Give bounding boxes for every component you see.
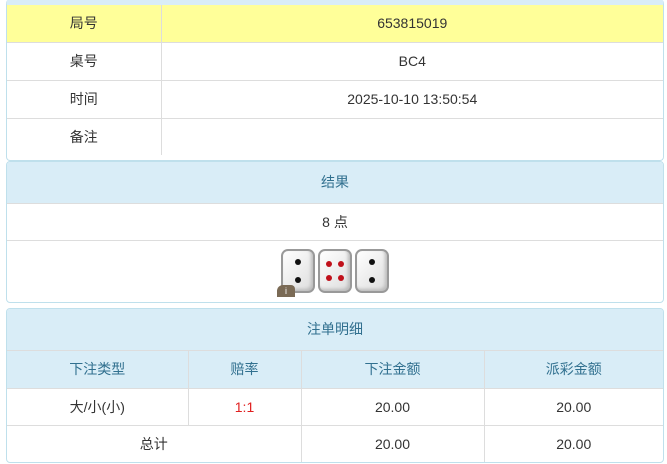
round-number-row: 局号 653815019 <box>7 5 663 43</box>
remark <box>160 117 663 155</box>
column-headers: 下注类型 赔率 下注金额 派彩金额 <box>7 349 663 389</box>
bet-amount: 20.00 <box>300 387 485 426</box>
total-payout: 20.00 <box>483 424 663 462</box>
die-pip <box>326 261 332 268</box>
die-pip <box>326 275 332 282</box>
die-pip <box>338 275 344 282</box>
label: 备注 <box>7 117 162 155</box>
header-odds: 赔率 <box>187 349 302 389</box>
info-icon[interactable]: i <box>277 285 295 298</box>
die-pip <box>295 277 301 284</box>
label: 桌号 <box>7 41 162 81</box>
dice-cell: i <box>7 239 663 302</box>
table-number: BC4 <box>160 41 663 81</box>
die-pip <box>369 277 375 284</box>
payout: 20.00 <box>483 387 663 426</box>
bet-details-title: 注单明细 <box>7 309 663 351</box>
bet-details-panel: 注单明细 下注类型 赔率 下注金额 派彩金额 大/小(小) 1:1 20.00 … <box>6 308 664 463</box>
die-pip <box>338 261 344 268</box>
odds: 1:1 <box>187 387 302 426</box>
die-pip <box>295 259 301 266</box>
time: 2025-10-10 13:50:54 <box>160 79 663 119</box>
table-row: 大/小(小) 1:1 20.00 20.00 <box>7 387 663 426</box>
die-2 <box>355 249 389 294</box>
die-4 <box>318 249 352 294</box>
round-number: 653815019 <box>160 5 663 43</box>
result-panel: 结果 8 点 i <box>6 161 664 303</box>
bet-type: 大/小(小) <box>7 387 189 426</box>
header-bet-type: 下注类型 <box>7 349 189 389</box>
game-info-panel: 局号 653815019 桌号 BC4 时间 2025-10-10 13:50:54 … <box>6 0 664 161</box>
header-payout: 派彩金额 <box>483 349 663 389</box>
table-number-row: 桌号 BC4 <box>7 41 663 81</box>
label: 局号 <box>7 5 162 43</box>
die-pip <box>369 259 375 266</box>
remark-row: 备注 <box>7 117 663 155</box>
total-row: 总计 20.00 20.00 <box>7 424 663 462</box>
dice-group: i <box>277 249 389 298</box>
result-points: 8 点 <box>7 202 663 241</box>
result-title: 结果 <box>7 162 663 204</box>
header-bet-amount: 下注金额 <box>300 349 485 389</box>
label: 时间 <box>7 79 162 119</box>
total-amount: 20.00 <box>300 424 485 462</box>
time-row: 时间 2025-10-10 13:50:54 <box>7 79 663 119</box>
total-label: 总计 <box>7 424 302 462</box>
